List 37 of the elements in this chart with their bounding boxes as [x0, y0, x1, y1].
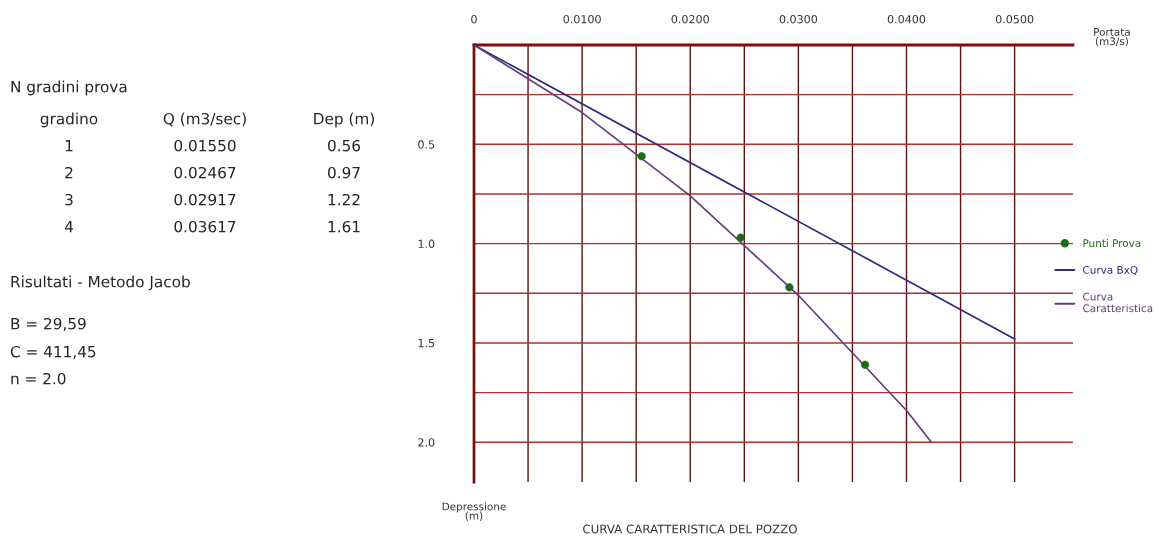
- x-tick-label: 0: [471, 15, 477, 24]
- text: 2: [65, 166, 73, 179]
- text: 3: [65, 193, 73, 206]
- text: 1.22: [328, 193, 360, 206]
- text: 0.56: [328, 139, 361, 152]
- text: C = 411,45: [10, 345, 96, 359]
- text: Risultati - Metodo Jacob: [11, 275, 190, 291]
- text: B = 29,59: [11, 317, 86, 331]
- x-tick-label: 0.0100: [563, 15, 601, 24]
- text: 1.61: [328, 220, 360, 233]
- legend-label: Punti Prova: [1083, 238, 1141, 248]
- text: 0.97: [328, 166, 360, 179]
- text: 0.02917: [174, 193, 236, 206]
- y-tick-label: 2.0: [418, 438, 435, 447]
- text: 0.01550: [174, 139, 236, 152]
- text: 1: [65, 140, 73, 152]
- text: Dep (m): [314, 112, 374, 128]
- x-tick-label: 0.0500: [995, 15, 1034, 24]
- legend-label: Curva BxQ: [1083, 265, 1138, 275]
- x-tick-label: 0.0200: [671, 15, 709, 24]
- text: N gradini prova: [11, 80, 127, 96]
- text: Q (m3/sec): [163, 112, 246, 127]
- x-tick-label: 0.0400: [887, 15, 926, 24]
- line-series: [474, 45, 933, 444]
- y-axis-title: Depressione (m): [442, 502, 506, 521]
- y-tick-label: 0.5: [418, 140, 435, 149]
- text: 4: [64, 221, 73, 233]
- text: CURVA CARATTERISTICA DEL POZZO: [583, 524, 797, 534]
- x-tick-label: 0.0300: [779, 15, 818, 24]
- legend-label: Curva Caratteristica: [1083, 292, 1153, 313]
- text: n = 2.0: [11, 372, 66, 385]
- y-tick-label: 1.0: [418, 239, 435, 249]
- y-tick-label: 1.5: [418, 339, 435, 348]
- text: gradino: [40, 112, 98, 128]
- x-axis-title: Portata (m3/s): [1094, 28, 1130, 47]
- text: 0.03617: [174, 220, 236, 233]
- text: 0.02467: [174, 166, 236, 179]
